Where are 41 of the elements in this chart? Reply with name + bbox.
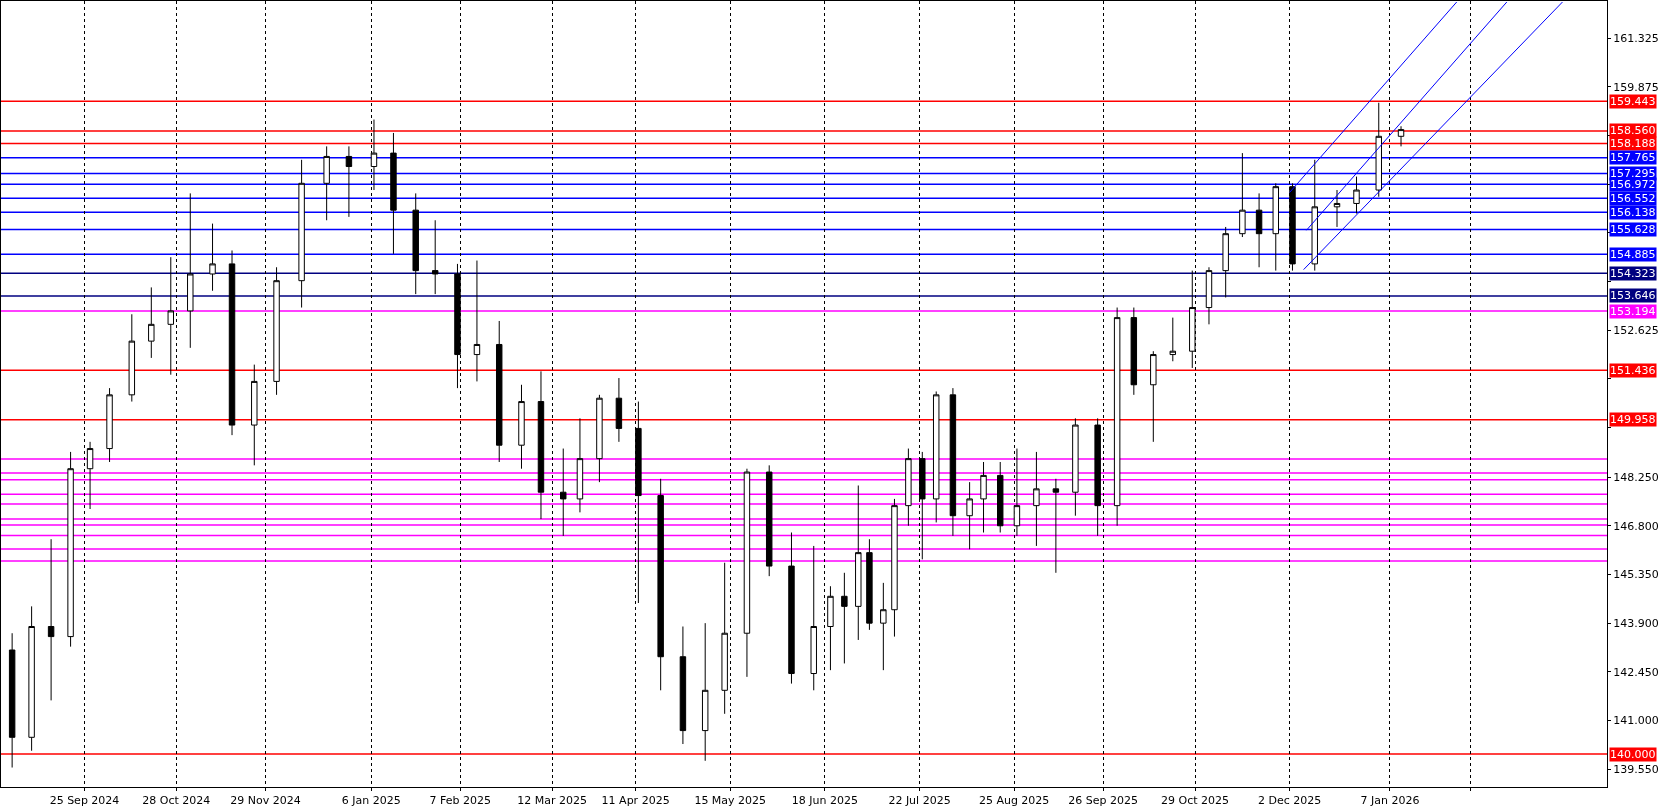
- y-tick-label: 145.350: [1613, 568, 1659, 582]
- x-tick-label: 28 Oct 2024: [142, 794, 211, 808]
- ref-line-label: 159.443: [1610, 95, 1656, 108]
- ref-line-label: 156.552: [1610, 192, 1656, 205]
- y-tick-label: 146.800: [1613, 519, 1659, 533]
- x-tick-label: 12 Mar 2025: [517, 794, 587, 808]
- ref-line-label: 158.188: [1610, 137, 1656, 150]
- y-tick-label: 152.625: [1613, 324, 1659, 338]
- ref-line-label: 149.958: [1610, 413, 1656, 426]
- x-tick-label: 6 Jan 2025: [341, 794, 401, 808]
- x-tick-label: 15 May 2025: [694, 794, 767, 808]
- ref-line-label: 140.000: [1610, 748, 1656, 761]
- x-tick-label: 26 Sep 2025: [1068, 794, 1139, 808]
- y-tick-label: 143.900: [1613, 617, 1659, 630]
- ref-line-label: 151.436: [1610, 364, 1656, 377]
- ref-line-label: 157.765: [1610, 151, 1656, 164]
- ref-line-label: 158.560: [1610, 124, 1656, 137]
- x-tick-label: 11 Apr 2025: [601, 794, 670, 808]
- y-tick-label: 159.875: [1613, 80, 1659, 94]
- ref-line-label: 156.138: [1610, 206, 1656, 219]
- x-tick-label: 29 Oct 2025: [1161, 794, 1230, 808]
- y-tick-label: 148.250: [1613, 470, 1659, 484]
- ref-line-label: 153.646: [1610, 289, 1656, 302]
- ref-line-label: 157.295: [1610, 167, 1656, 180]
- ref-line-label: 154.885: [1610, 248, 1656, 261]
- y-tick-label: 139.550: [1613, 763, 1659, 777]
- ref-line-label: 156.972: [1610, 178, 1656, 191]
- x-tick-label: 25 Aug 2025: [978, 794, 1050, 808]
- ref-line-label: 153.194: [1610, 305, 1656, 318]
- x-tick-label: 7 Jan 2026: [1360, 794, 1420, 808]
- x-tick-label: 2 Dec 2025: [1258, 794, 1322, 808]
- x-tick-label: 22 Jul 2025: [888, 794, 951, 808]
- y-tick-label: 142.450: [1613, 665, 1659, 679]
- x-tick-label: 18 Jun 2025: [791, 794, 858, 808]
- ref-line-label: 154.323: [1610, 267, 1656, 280]
- x-tick-label: 7 Feb 2025: [429, 794, 491, 808]
- y-tick-label: 141.000: [1613, 714, 1659, 728]
- x-tick-label: 25 Sep 2024: [49, 794, 120, 808]
- x-tick-label: 29 Nov 2024: [230, 794, 301, 808]
- y-tick-label: 161.325: [1613, 31, 1659, 45]
- ref-line-label: 155.628: [1610, 223, 1656, 236]
